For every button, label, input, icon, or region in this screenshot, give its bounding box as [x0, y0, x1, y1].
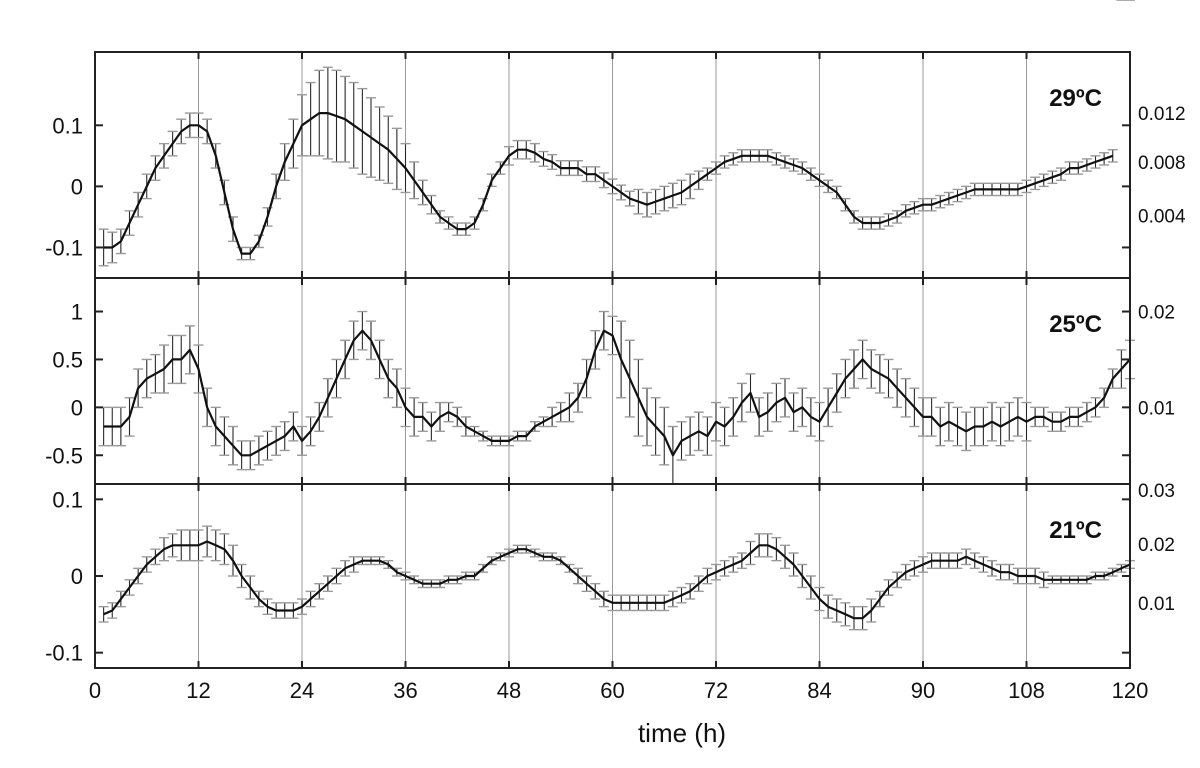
x-tick-label: 72 [704, 678, 728, 703]
y-tick-label: 0 [71, 395, 83, 420]
data-lines [103, 111, 1131, 620]
y-tick-label: 0.1 [52, 487, 83, 512]
x-tick-label: 120 [1112, 678, 1149, 703]
panel-label: 21ºC [1049, 517, 1102, 544]
x-tick-label: 90 [911, 678, 935, 703]
right-tick-label: 0.01 [1138, 398, 1175, 419]
y-tick-label: 0 [71, 174, 83, 199]
series-line-2 [103, 540, 1131, 620]
right-tick-label: 0.02 [1138, 535, 1175, 556]
error-bars [98, 0, 1135, 631]
y-tick-label: -0.1 [45, 641, 83, 666]
gridlines [198, 52, 1027, 668]
series-line-0 [103, 111, 1114, 255]
y-tick-label: 1 [71, 300, 83, 325]
y-tick-label: -0.1 [45, 235, 83, 260]
x-tick-label: 48 [497, 678, 521, 703]
y-tick-label: 0.1 [52, 113, 83, 138]
x-tick-label: 60 [600, 678, 624, 703]
right-tick-label: 0.004 [1138, 207, 1186, 228]
series-line-1 [103, 329, 1131, 457]
x-tick-label: 24 [290, 678, 314, 703]
right-tick-label: 0.008 [1138, 153, 1186, 174]
x-tick-label: 12 [186, 678, 210, 703]
right-tick-label: 0.03 [1138, 481, 1175, 502]
right-tick-label: 0.01 [1138, 594, 1175, 615]
panel-frames [94, 51, 1131, 669]
x-tick-label: 108 [1008, 678, 1045, 703]
x-axis-title: time (h) [638, 718, 726, 748]
x-tick-label: 0 [89, 678, 101, 703]
y-tick-label: 0.5 [52, 347, 83, 372]
panel-frame [94, 483, 1131, 669]
panel-label: 25ºC [1049, 311, 1102, 338]
x-tick-label: 36 [393, 678, 417, 703]
right-tick-label: 0.02 [1138, 303, 1175, 324]
y-tick-label: -0.5 [45, 443, 83, 468]
right-tick-label: 0.012 [1138, 104, 1186, 125]
x-tick-label: 84 [807, 678, 831, 703]
labels: 0.10-0.10.0120.0080.00429ºC10.50-0.50.02… [45, 85, 1186, 703]
panel-label: 29ºC [1049, 85, 1102, 112]
y-tick-label: 0 [71, 564, 83, 589]
